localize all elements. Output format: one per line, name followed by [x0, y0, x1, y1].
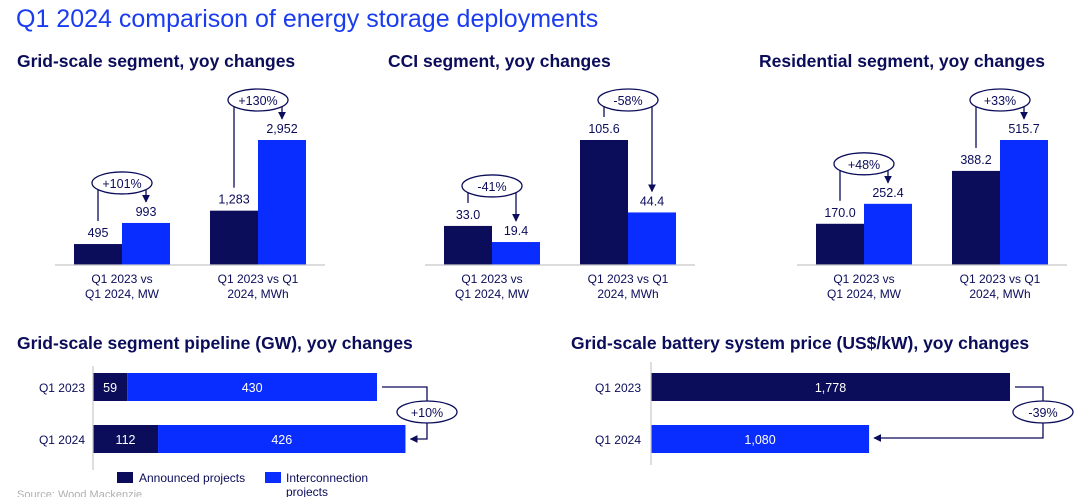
- category-label: Q1 2023: [595, 381, 641, 395]
- bar-q1-2024: [651, 425, 870, 453]
- bar-value-label: 1,283: [218, 193, 249, 207]
- bar-value-label: 515.7: [1008, 122, 1039, 136]
- category-label: Q1 2023 vs: [91, 272, 152, 286]
- legend-label: Announced projects: [139, 471, 245, 485]
- page-title: Q1 2024 comparison of energy storage dep…: [16, 5, 598, 33]
- column-chart-2: CCI segment, yoy changes 33.0 19.4 -41% Q1 2…: [388, 51, 695, 301]
- bar-segment-interconnection: [127, 373, 378, 401]
- change-bubble: [227, 88, 289, 112]
- bar-q1-2023: [816, 223, 864, 265]
- change-label: +33%: [984, 94, 1016, 108]
- bar-q1-2023: [651, 373, 1010, 401]
- bar-value-label: 105.6: [588, 122, 619, 136]
- bar-q1-2023: [580, 140, 628, 265]
- chart-heading: Grid-scale segment pipeline (GW), yoy ch…: [17, 333, 413, 353]
- bar-segment-interconnection: [158, 425, 406, 453]
- legend-swatch: [117, 472, 133, 483]
- pipeline-chart: Grid-scale segment pipeline (GW), yoy ch…: [17, 333, 458, 497]
- category-label: Q1 2023 vs Q1: [588, 272, 669, 286]
- change-bubble: [1012, 400, 1074, 424]
- category-label: Q1 2024, MW: [827, 287, 902, 301]
- category-label: 2024, MWh: [969, 287, 1030, 301]
- category-label: Q1 2023 vs Q1: [218, 272, 299, 286]
- bar-value-label: 252.4: [872, 186, 903, 200]
- chart-heading: CCI segment, yoy changes: [388, 51, 611, 71]
- change-bubble: [597, 88, 659, 112]
- bar-q1-2024: [628, 212, 676, 265]
- bar-q1-2024: [122, 222, 170, 265]
- legend-label: Interconnection projects: [286, 471, 368, 497]
- bar-value-label: 388.2: [960, 153, 991, 167]
- change-bubble: [396, 400, 458, 424]
- change-label: -58%: [613, 94, 642, 108]
- category-label: Q1 2024: [595, 433, 641, 447]
- category-label: Q1 2024, MW: [85, 287, 160, 301]
- bar-value-label: 426: [271, 433, 292, 447]
- bar-q1-2024: [258, 140, 306, 265]
- change-label: -41%: [477, 180, 506, 194]
- category-label: Q1 2024: [39, 433, 85, 447]
- bar-segment-announced: [93, 373, 128, 401]
- bar-value-label: 44.4: [640, 194, 664, 208]
- column-chart-3: Residential segment, yoy changes 170.0 252…: [759, 51, 1067, 301]
- change-bubble: [833, 152, 895, 176]
- change-label: +130%: [238, 94, 277, 108]
- change-label: +48%: [848, 158, 880, 172]
- category-label: Q1 2023 vs: [461, 272, 522, 286]
- legend-swatch: [265, 472, 281, 483]
- bar-q1-2024: [1000, 140, 1048, 265]
- chart-heading: Grid-scale battery system price (US$/kW)…: [571, 333, 1029, 353]
- category-label: Q1 2023 vs Q1: [960, 272, 1041, 286]
- price-chart: Grid-scale battery system price (US$/kW)…: [571, 333, 1074, 465]
- bar-value-label: 1,080: [744, 433, 775, 447]
- category-label: 2024, MWh: [597, 287, 658, 301]
- bar-value-label: 170.0: [824, 206, 855, 220]
- bar-value-label: 2,952: [266, 122, 297, 136]
- change-bubble: [969, 88, 1031, 112]
- bar-q1-2023: [74, 244, 122, 265]
- bar-value-label: 59: [103, 381, 117, 395]
- column-chart-1: Grid-scale segment, yoy changes 495 993 +10…: [17, 51, 325, 301]
- bar-q1-2024: [864, 203, 912, 265]
- source-note: Source: Wood Mackenzie: [17, 489, 142, 497]
- change-label: -39%: [1028, 406, 1057, 420]
- chart-heading: Residential segment, yoy changes: [759, 51, 1045, 71]
- category-label: Q1 2023: [39, 381, 85, 395]
- bar-q1-2023: [444, 225, 492, 265]
- bar-value-label: 495: [88, 226, 109, 240]
- change-bubble: [91, 171, 153, 195]
- bar-value-label: 33.0: [456, 208, 480, 222]
- category-label: Q1 2023 vs: [833, 272, 894, 286]
- bar-value-label: 430: [242, 381, 263, 395]
- bar-value-label: 112: [116, 433, 136, 447]
- bar-value-label: 993: [136, 205, 157, 219]
- bar-value-label: 1,778: [815, 381, 846, 395]
- bar-segment-announced: [93, 425, 159, 453]
- bar-q1-2023: [210, 210, 258, 265]
- change-label: +10%: [411, 406, 443, 420]
- category-label: 2024, MWh: [227, 287, 288, 301]
- chart-heading: Grid-scale segment, yoy changes: [17, 51, 295, 71]
- bar-q1-2023: [952, 170, 1000, 265]
- change-label: +101%: [102, 177, 141, 191]
- category-label: Q1 2024, MW: [455, 287, 530, 301]
- bar-value-label: 19.4: [504, 224, 528, 238]
- change-bubble: [461, 174, 523, 198]
- bar-q1-2024: [492, 242, 540, 265]
